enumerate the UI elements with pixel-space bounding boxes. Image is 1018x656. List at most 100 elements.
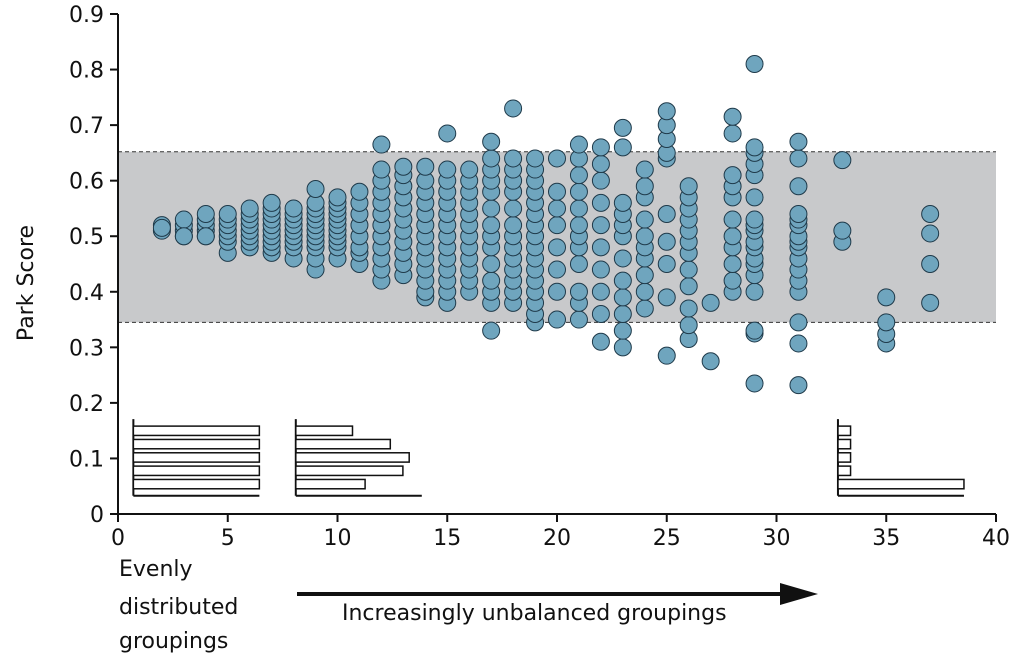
histogram-bar: [132, 425, 261, 437]
data-point: [591, 332, 610, 351]
data-point: [504, 216, 523, 235]
histogram-bar: [837, 465, 852, 477]
data-point: [591, 260, 610, 279]
data-point: [591, 171, 610, 190]
data-point: [833, 151, 852, 170]
data-point: [591, 138, 610, 157]
data-point: [504, 149, 523, 168]
data-point: [833, 221, 852, 240]
data-point: [789, 149, 808, 168]
histogram-bar: [132, 478, 261, 490]
data-point: [240, 199, 259, 218]
left-note-line-2: distributed: [119, 595, 238, 620]
data-point: [482, 255, 501, 273]
data-point: [548, 216, 566, 235]
data-point: [196, 227, 215, 246]
data-point: [526, 149, 545, 168]
data-point: [504, 199, 523, 218]
data-point: [745, 321, 764, 340]
data-point: [745, 374, 764, 393]
y-tick-label: 0: [90, 503, 104, 528]
data-point: [548, 282, 566, 301]
data-point: [701, 293, 720, 312]
data-point: [174, 210, 193, 229]
y-tick-label: 0.5: [69, 225, 104, 250]
histogram-bar: [837, 478, 965, 490]
data-point: [745, 282, 764, 301]
data-point: [569, 166, 588, 185]
data-point: [548, 149, 566, 168]
data-point: [679, 177, 698, 196]
data-point: [745, 138, 764, 157]
data-point: [504, 99, 523, 118]
trend-arrow: Increasingly unbalanced groupings: [297, 583, 818, 626]
histogram-bar: [295, 478, 366, 490]
data-point: [284, 199, 303, 218]
data-point: [723, 255, 742, 273]
data-point: [482, 216, 501, 235]
data-point: [548, 199, 566, 218]
histogram-bar: [295, 452, 410, 463]
data-point: [613, 249, 632, 268]
data-point: [745, 210, 764, 229]
data-point: [657, 102, 676, 121]
histogram-bar: [295, 438, 392, 450]
data-point: [328, 188, 347, 207]
data-point: [591, 193, 610, 212]
data-point: [482, 321, 501, 340]
histogram-bar: [837, 452, 852, 463]
histogram-bar: [132, 452, 261, 463]
data-point: [394, 157, 413, 176]
data-point: [591, 238, 610, 257]
data-point: [657, 346, 676, 365]
data-point: [679, 316, 698, 335]
histogram-bar: [837, 425, 852, 437]
data-point: [218, 205, 237, 223]
histogram-bar: [295, 425, 354, 437]
data-point: [921, 293, 940, 312]
data-point: [174, 227, 193, 246]
data-point: [548, 238, 566, 257]
data-point: [921, 205, 940, 223]
data-point: [723, 166, 742, 185]
data-point: [591, 305, 610, 323]
data-point: [789, 205, 808, 223]
data-point: [569, 310, 588, 329]
histogram-bar: [295, 465, 404, 477]
x-tick-label: 10: [324, 526, 352, 551]
data-point: [789, 334, 808, 353]
x-tick-label: 15: [433, 526, 461, 551]
trend-arrow-head: [780, 583, 818, 605]
data-point: [372, 135, 391, 154]
data-point: [482, 132, 501, 151]
data-point: [679, 260, 698, 279]
data-point: [482, 199, 501, 218]
data-point: [569, 199, 588, 218]
data-point: [723, 210, 742, 229]
data-point: [548, 310, 566, 329]
data-point: [569, 255, 588, 273]
data-point: [613, 305, 632, 323]
x-tick-label: 0: [111, 526, 125, 551]
data-point: [635, 210, 654, 229]
data-point: [306, 180, 325, 198]
y-axis-title: Park Score: [14, 225, 39, 341]
y-tick-label: 0.8: [69, 59, 104, 84]
data-point: [152, 218, 171, 237]
data-point: [657, 288, 676, 307]
data-point: [372, 160, 391, 179]
data-point: [635, 282, 654, 301]
data-point: [569, 216, 588, 235]
data-point: [613, 138, 632, 157]
data-point: [877, 288, 896, 307]
data-point: [635, 227, 654, 246]
data-point: [482, 149, 501, 168]
data-point: [921, 255, 940, 273]
data-point: [548, 260, 566, 279]
x-tick-label: 30: [763, 526, 791, 551]
y-tick-label: 0.3: [69, 336, 104, 361]
y-tick-label: 0.1: [69, 447, 104, 472]
data-point: [438, 124, 457, 143]
data-point: [701, 352, 720, 371]
data-point: [438, 160, 457, 179]
